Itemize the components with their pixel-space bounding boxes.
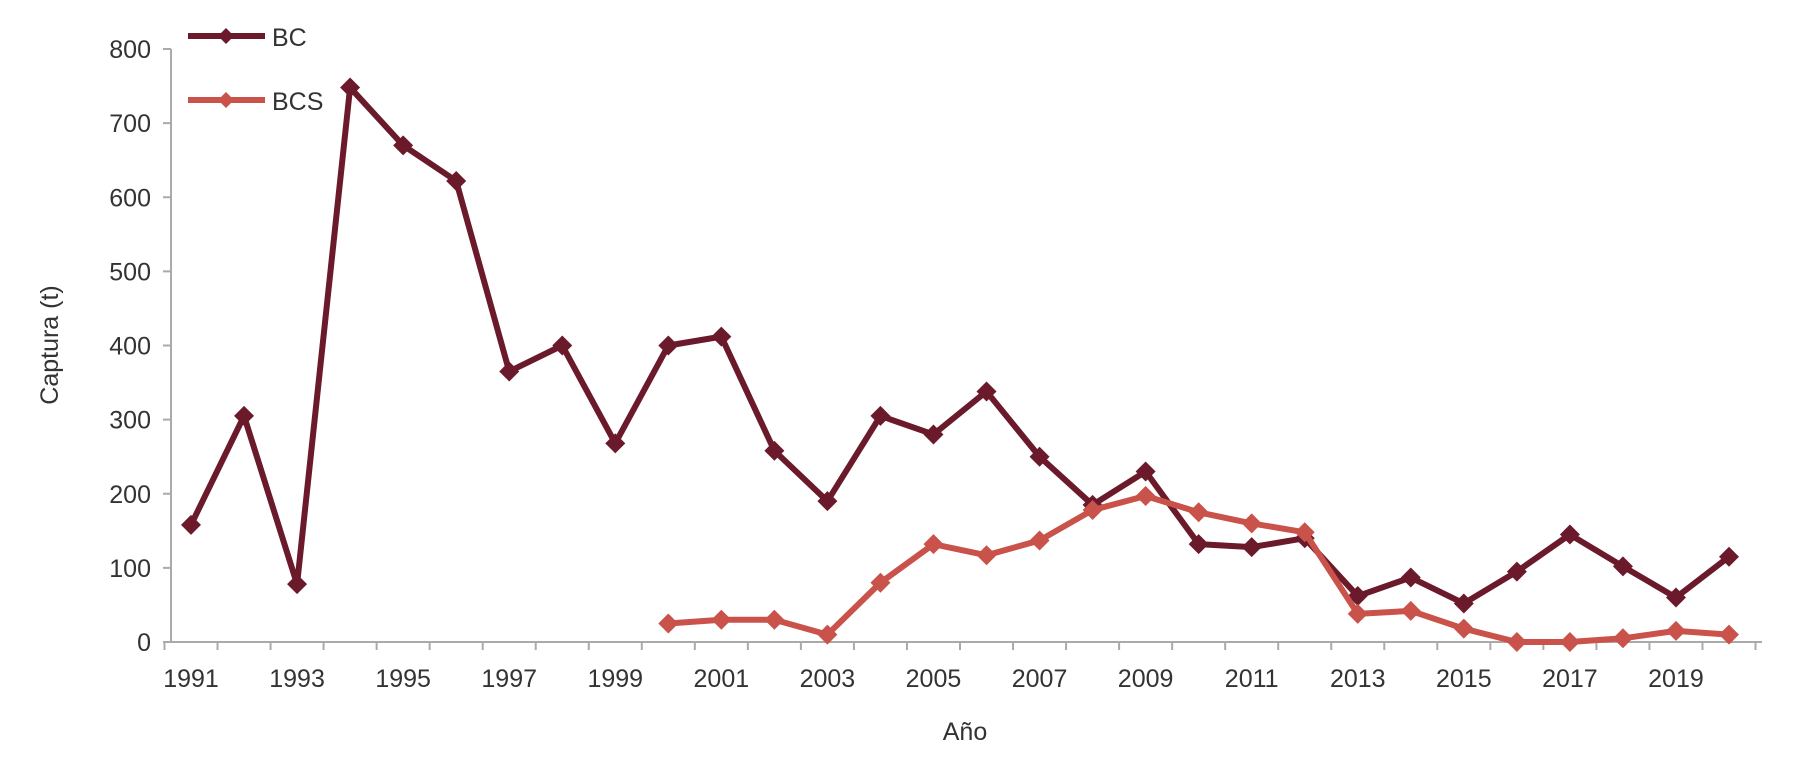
- data-point: [499, 361, 520, 382]
- data-point: [1347, 603, 1368, 624]
- data-point: [870, 572, 891, 593]
- legend-marker: [218, 28, 234, 44]
- data-point: [1029, 446, 1050, 467]
- y-tick-label: 100: [109, 555, 151, 583]
- legend: BC BCS: [188, 24, 323, 116]
- series-bcs: [658, 485, 1739, 652]
- y-tick-label: 300: [109, 407, 151, 435]
- data-point: [923, 424, 944, 445]
- x-tick-label: 2003: [800, 665, 856, 693]
- data-point: [817, 624, 838, 645]
- y-tick-label: 500: [109, 258, 151, 286]
- data-point: [1719, 624, 1739, 645]
- data-point: [1719, 546, 1739, 567]
- y-tick-label: 700: [109, 110, 151, 138]
- data-point: [1612, 628, 1633, 649]
- legend-label: BC: [272, 24, 307, 52]
- legend-item-bcs: BCS: [188, 88, 323, 116]
- x-tick-label: 2011: [1225, 665, 1279, 693]
- data-point: [711, 609, 732, 630]
- x-tick-label: 2017: [1542, 665, 1598, 693]
- y-tick-label: 600: [109, 184, 151, 212]
- data-point: [1294, 522, 1315, 543]
- x-tick-label: 1997: [481, 665, 537, 693]
- data-point: [1612, 556, 1633, 577]
- data-point: [287, 574, 308, 595]
- x-tick-label: 2001: [694, 665, 750, 693]
- data-point: [393, 135, 414, 156]
- data-point: [1400, 600, 1421, 621]
- data-point: [764, 440, 785, 461]
- data-point: [870, 405, 891, 426]
- x-axis-label: Año: [943, 718, 987, 746]
- data-point: [1241, 513, 1262, 534]
- data-point: [711, 326, 732, 347]
- x-tick-label: 2019: [1648, 665, 1704, 693]
- x-tick-label: 1993: [269, 665, 325, 693]
- data-point: [976, 545, 997, 566]
- data-point: [1135, 485, 1156, 506]
- x-tick-label: 2007: [1012, 665, 1068, 693]
- y-axis-label: Captura (t): [36, 285, 64, 404]
- x-tick-label: 1999: [587, 665, 643, 693]
- data-point: [1506, 632, 1527, 652]
- data-point: [817, 491, 838, 512]
- legend-marker: [218, 92, 234, 108]
- data-point: [1029, 530, 1050, 551]
- data-point: [1241, 537, 1262, 558]
- data-point: [234, 405, 255, 426]
- y-tick-label: 400: [109, 333, 151, 361]
- data-point: [1559, 524, 1580, 545]
- series-line-bc: [188, 84, 1731, 607]
- data-point: [1188, 534, 1209, 555]
- data-point: [605, 433, 626, 454]
- data-point: [181, 514, 201, 535]
- x-tick-label: 2005: [906, 665, 962, 693]
- y-tick-label: 0: [137, 629, 151, 657]
- x-tick-label: 1995: [375, 665, 431, 693]
- data-point: [1188, 502, 1209, 523]
- axes: [163, 48, 1762, 650]
- y-tick-label: 200: [109, 481, 151, 509]
- data-point: [1506, 561, 1527, 582]
- tick-labels: 0 100 200 300 400 500 600 700 800 1991 1993 1995 199…: [109, 36, 1703, 693]
- data-point: [1400, 567, 1421, 588]
- data-point: [923, 534, 944, 555]
- x-tick-label: 2009: [1118, 665, 1174, 693]
- data-point: [658, 613, 679, 634]
- data-point: [1665, 620, 1686, 641]
- data-point: [1082, 500, 1103, 521]
- data-point: [1453, 593, 1474, 614]
- data-point: [1665, 587, 1686, 608]
- data-point: [1135, 461, 1156, 482]
- data-point: [764, 609, 785, 630]
- y-tick-label: 800: [109, 36, 151, 64]
- data-point: [340, 77, 361, 98]
- x-tick-label: 1991: [163, 665, 219, 693]
- x-tick-label: 2015: [1436, 665, 1492, 693]
- legend-item-bc: BC: [188, 24, 307, 52]
- data-point: [1453, 618, 1474, 639]
- x-tick-label: 2013: [1330, 665, 1386, 693]
- data-point: [1559, 632, 1580, 652]
- series-lines: [181, 77, 1739, 652]
- data-point: [976, 381, 997, 402]
- series-bc: [181, 77, 1739, 614]
- legend-label: BCS: [272, 88, 323, 116]
- data-point: [446, 170, 467, 191]
- data-point: [552, 335, 573, 356]
- data-point: [658, 335, 679, 356]
